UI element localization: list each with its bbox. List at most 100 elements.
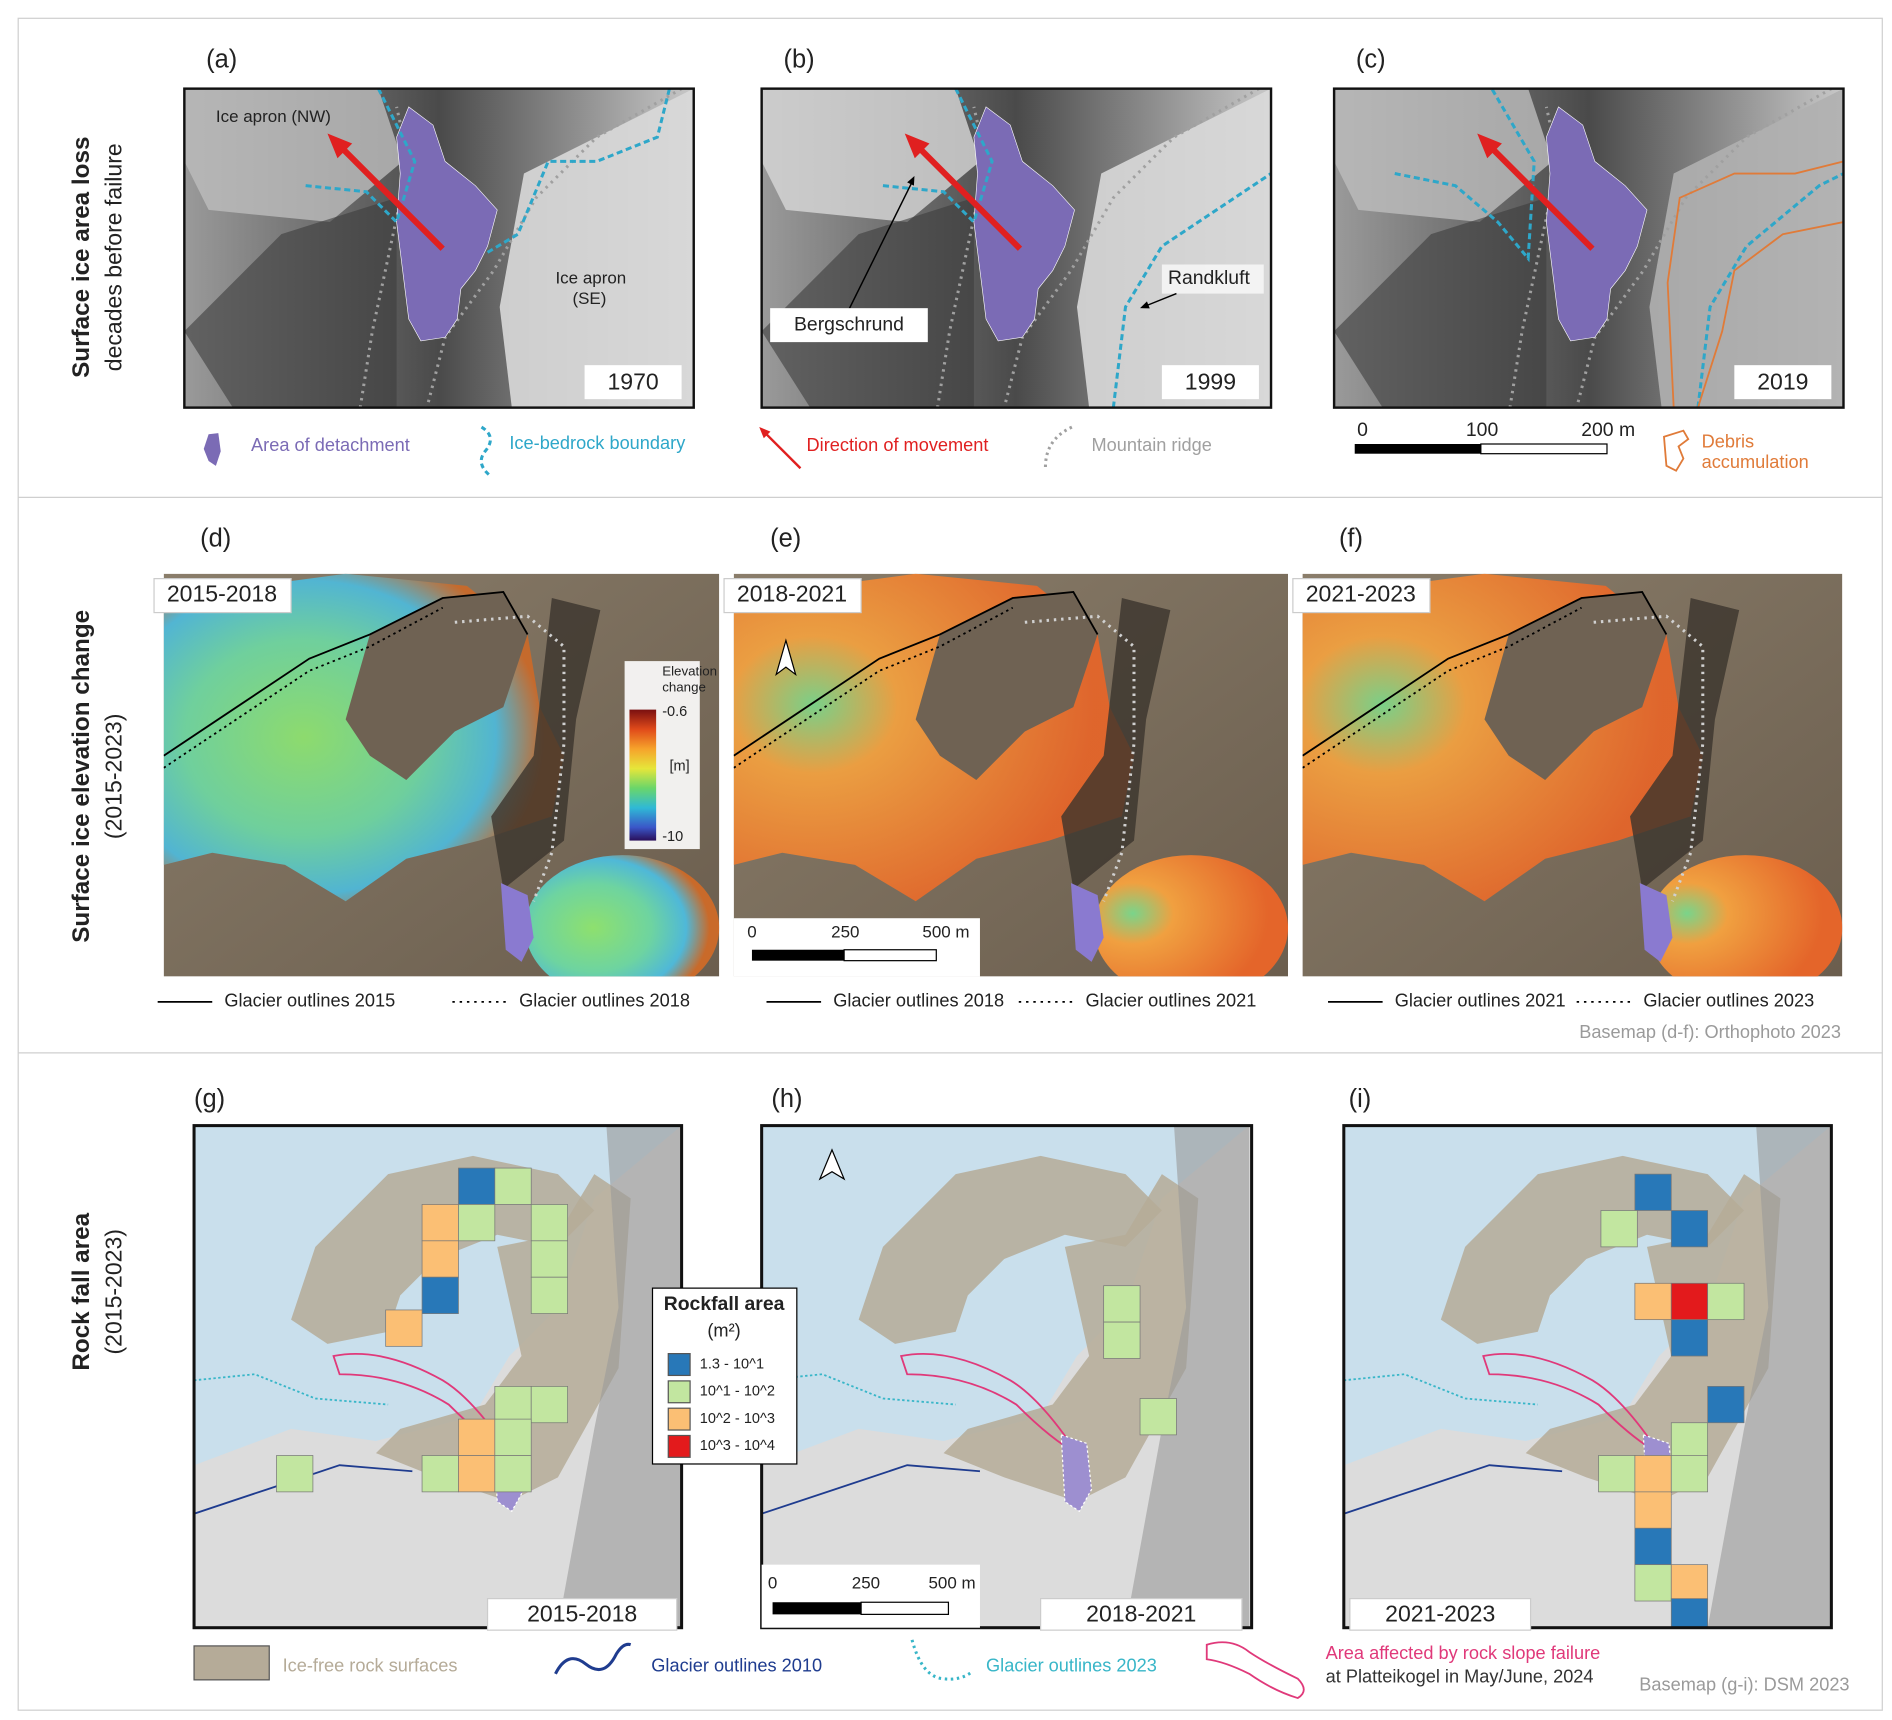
- annotation: (SE): [572, 289, 606, 308]
- legend-label: 10^3 - 10^4: [700, 1438, 775, 1454]
- detachment-area: [500, 883, 534, 962]
- period-label: 2015-2018: [167, 581, 277, 607]
- rockfall-cell: [1634, 1491, 1672, 1529]
- year-label: 2019: [1757, 368, 1808, 394]
- arrow-head: [759, 427, 771, 439]
- rockfall-cell: [458, 1167, 496, 1205]
- ice-apron: [499, 88, 694, 408]
- legend-label: Debris: [1702, 432, 1755, 452]
- legend-label: 10^2 - 10^3: [700, 1411, 775, 1427]
- glacier-outline-dotted: [733, 606, 1014, 769]
- annotation-arrow: [848, 181, 913, 310]
- legend-label: Glacier outlines 2018: [833, 991, 1004, 1011]
- scale-label: 0: [768, 1574, 777, 1593]
- detachment-area: [1070, 883, 1104, 962]
- scale-label: 0: [1357, 419, 1368, 441]
- ice-bedrock-boundary: [882, 88, 994, 225]
- mountain-ridge: [1002, 88, 1260, 408]
- central-rock: [1484, 591, 1667, 780]
- annotation: Ice apron: [555, 269, 626, 288]
- rockfall-cell: [1670, 1282, 1709, 1321]
- period-label: 2018-2021: [1086, 1601, 1196, 1627]
- figure-frame: [17, 17, 1883, 1711]
- snow-patch: [1334, 88, 1553, 223]
- panel-label: (h): [771, 1085, 802, 1113]
- rockfall-cell: [1634, 1455, 1672, 1493]
- dark-slope: [1707, 1125, 1832, 1628]
- row-subtitle: (2015-2023): [100, 1229, 126, 1354]
- detachment-area: [1060, 1434, 1093, 1513]
- rockfall-cell: [421, 1240, 459, 1278]
- detachment-area: [1639, 883, 1673, 962]
- ice-bedrock-boundary: [1394, 88, 1536, 263]
- legend-boundary: [479, 425, 492, 477]
- arrow-head: [327, 133, 353, 159]
- legend-label: Glacier outlines 2021: [1085, 991, 1256, 1011]
- legend-label: Ice-free rock surfaces: [283, 1655, 458, 1675]
- rockfall-cell: [421, 1455, 459, 1493]
- period-box: [153, 578, 292, 614]
- period-label: 2021-2023: [1385, 1601, 1495, 1627]
- rockfall-cell: [421, 1276, 459, 1314]
- colorbar-title: change: [662, 679, 706, 694]
- rockfall-panel: [194, 1125, 682, 1628]
- north-arrow: [775, 638, 797, 677]
- period-box: [486, 1598, 678, 1631]
- legend-label: Area affected by rock slope failure: [1326, 1643, 1601, 1663]
- scale-label: 250: [852, 1574, 880, 1593]
- elevation-change-ice: [525, 855, 720, 977]
- legend-label: accumulation: [1702, 452, 1809, 472]
- ice-bedrock-boundary: [486, 88, 671, 254]
- source-label: Basemap (d-f): Orthophoto 2023: [1579, 1022, 1841, 1042]
- legend-outline-2023: [910, 1639, 974, 1681]
- mountain-ridge: [454, 614, 566, 902]
- glacier-outline: [733, 591, 1099, 757]
- rockfall-cell: [1670, 1210, 1709, 1248]
- ice-apron: [1076, 88, 1272, 408]
- ice-bedrock-boundary: [1696, 172, 1844, 408]
- period-box: [1039, 1598, 1243, 1631]
- photo-panel: [184, 88, 694, 408]
- legend-label: Glacier outlines 2010: [651, 1655, 822, 1675]
- mountain-ridge: [1593, 614, 1705, 902]
- glacier-outline-2023: [194, 1373, 389, 1406]
- legend-label: at Platteikogel in May/June, 2024: [1326, 1666, 1594, 1686]
- photo-panel: [761, 88, 1272, 408]
- legend-detachment: [203, 433, 221, 466]
- period-box: [1292, 578, 1431, 614]
- elevation-panel: [163, 573, 720, 977]
- colorbar: [629, 709, 657, 841]
- rockfall-cell: [1600, 1210, 1638, 1248]
- row-title: Surface ice area loss: [68, 137, 95, 378]
- scale-label: 500 m: [928, 1574, 975, 1593]
- panel-frame: [1342, 1124, 1833, 1630]
- rock-surface: [943, 1174, 1199, 1502]
- panel-label: (g): [194, 1085, 225, 1113]
- rockfall-cell: [1670, 1422, 1709, 1460]
- north-arrow: [818, 1148, 846, 1181]
- rockfall-cell: [530, 1240, 568, 1278]
- legend-debris: [1663, 429, 1690, 472]
- scale-label: 250: [831, 922, 859, 941]
- rockfall-cell: [1670, 1455, 1709, 1493]
- year-label: 1999: [1185, 368, 1236, 394]
- legend-label: Area of detachment: [251, 435, 410, 455]
- rockfall-cell: [1634, 1282, 1672, 1321]
- period-box: [723, 578, 862, 614]
- rockfall-cell: [494, 1386, 532, 1424]
- central-rock: [915, 591, 1098, 780]
- scale-bar-black: [751, 949, 845, 961]
- rockfall-cell: [1670, 1319, 1709, 1357]
- glacier-outline: [163, 591, 529, 757]
- period-label: 2021-2023: [1306, 581, 1416, 607]
- panel-label: (d): [200, 525, 231, 553]
- elevation-panel: [733, 573, 1289, 977]
- photo-frame: [760, 87, 1273, 409]
- scale-bar-white: [843, 949, 937, 962]
- panel-label: (c): [1356, 45, 1386, 73]
- scale-bar-white: [1480, 443, 1608, 455]
- rockfall-cell: [458, 1204, 496, 1242]
- year-box: [584, 365, 682, 400]
- rockfall-cell: [1634, 1173, 1672, 1211]
- scale-bar-white: [860, 1601, 950, 1615]
